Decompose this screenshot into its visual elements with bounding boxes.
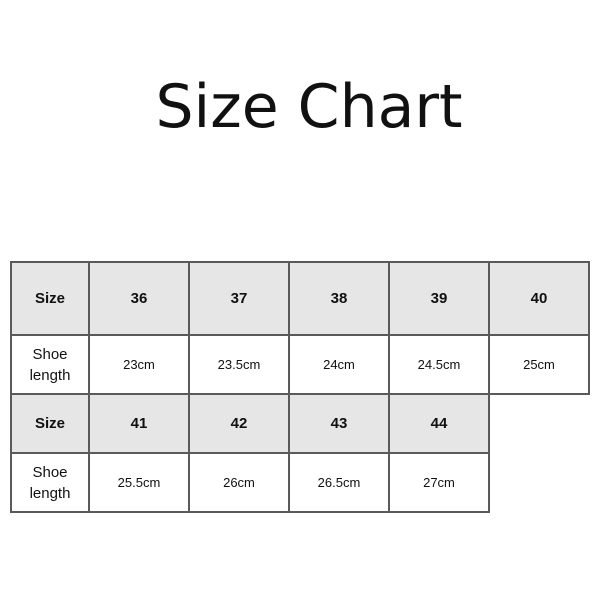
empty-cell — [489, 453, 589, 512]
size-cell: 44 — [388, 393, 490, 454]
length-cell: 25cm — [488, 334, 590, 395]
length-cell: 27cm — [388, 452, 490, 513]
page-title: Size Chart — [155, 72, 463, 142]
length-cell: 25.5cm — [88, 452, 190, 513]
size-cell: 40 — [488, 261, 590, 336]
length-row-label: Shoe length — [10, 452, 90, 513]
length-row: Shoe length 25.5cm 26cm 26.5cm 27cm — [10, 452, 589, 513]
size-cell: 39 — [388, 261, 490, 336]
length-cell: 23.5cm — [188, 334, 290, 395]
length-cell: 26cm — [188, 452, 290, 513]
size-cell: 43 — [288, 393, 390, 454]
empty-cell — [489, 394, 589, 453]
size-row-label: Size — [10, 261, 90, 336]
length-row-label: Shoe length — [10, 334, 90, 395]
size-cell: 42 — [188, 393, 290, 454]
length-cell: 26.5cm — [288, 452, 390, 513]
size-cell: 41 — [88, 393, 190, 454]
length-cell: 23cm — [88, 334, 190, 395]
size-row: Size 41 42 43 44 — [10, 393, 589, 454]
length-row: Shoe length 23cm 23.5cm 24cm 24.5cm 25cm — [10, 334, 590, 395]
size-row-label: Size — [10, 393, 90, 454]
size-cell: 38 — [288, 261, 390, 336]
length-cell: 24.5cm — [388, 334, 490, 395]
size-cell: 37 — [188, 261, 290, 336]
size-row: Size 36 37 38 39 40 — [10, 261, 590, 336]
size-chart-table: Size 36 37 38 39 40 Shoe length 23cm 23.5cm 24cm 2… — [10, 261, 590, 513]
length-cell: 24cm — [288, 334, 390, 395]
size-cell: 36 — [88, 261, 190, 336]
